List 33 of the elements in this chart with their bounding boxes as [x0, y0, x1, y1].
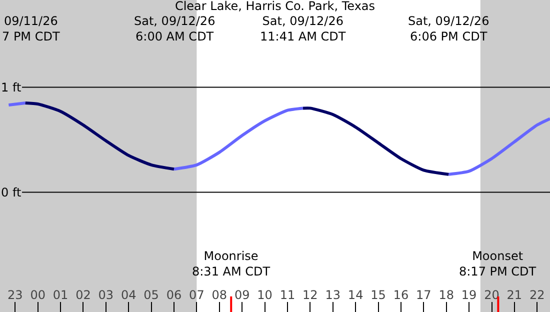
- x-tick-label: 18: [438, 288, 454, 302]
- x-tick-label: 17: [416, 288, 432, 302]
- x-tick-label: 09: [234, 288, 250, 302]
- x-tick-label: 21: [506, 288, 522, 302]
- y-tick-label: 0 ft: [1, 185, 22, 200]
- x-tick-label: 14: [348, 288, 364, 302]
- x-tick-label: 08: [212, 288, 228, 302]
- annotation: Sat, 09/12/26 11:41 AM CDT: [260, 14, 346, 44]
- x-tick-label: 16: [393, 288, 409, 302]
- x-tick-label: 23: [7, 288, 23, 302]
- x-tick-label: 02: [76, 288, 91, 302]
- x-tick-label: 00: [30, 288, 46, 302]
- x-tick-label: 03: [98, 288, 114, 302]
- x-tick-label: 04: [120, 288, 136, 302]
- x-tick-label: 13: [325, 288, 341, 302]
- ref-line-label: Moonrise 8:31 AM CDT: [192, 249, 271, 279]
- chart-title: Clear Lake, Harris Co. Park, Texas: [174, 0, 376, 13]
- annotation: 09/11/26 7 PM CDT: [2, 14, 60, 44]
- x-tick-label: 20: [484, 288, 500, 302]
- ref-line-label: Moonset 8:17 PM CDT: [459, 249, 537, 279]
- x-tick-label: 19: [461, 288, 477, 302]
- annotation: Sat, 09/12/26 6:06 PM CDT: [408, 14, 490, 44]
- x-tick-label: 06: [166, 288, 182, 302]
- x-tick-label: 10: [257, 288, 272, 302]
- x-tick-label: 01: [52, 288, 68, 302]
- annotation: Sat, 09/12/26 6:00 AM CDT: [134, 14, 216, 44]
- x-tick-label: 11: [280, 288, 296, 302]
- x-tick-label: 05: [144, 288, 159, 302]
- x-tick-label: 12: [302, 288, 318, 302]
- x-tick-label: 22: [530, 288, 545, 302]
- x-tick-label: 07: [189, 288, 204, 302]
- x-tick-label: 15: [370, 288, 386, 302]
- y-tick-label: 1 ft: [1, 80, 22, 94]
